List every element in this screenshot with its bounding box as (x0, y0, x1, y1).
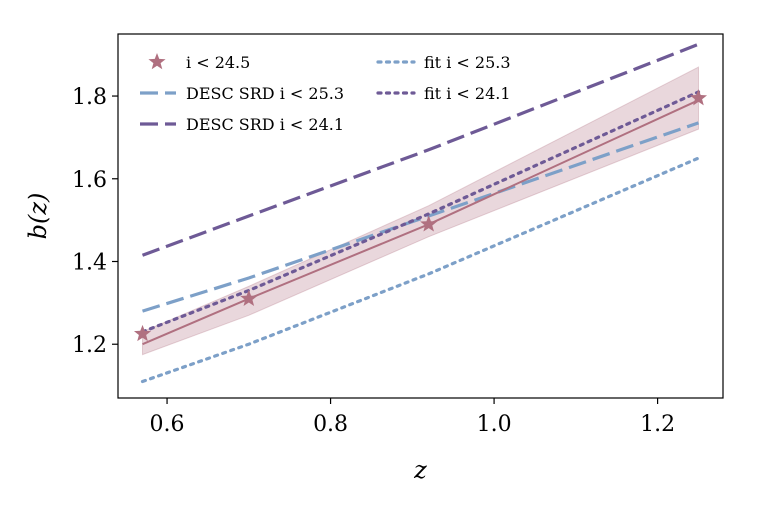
legend-label: DESC SRD i < 24.1 (186, 115, 344, 134)
plot-frame (117, 33, 724, 399)
legend-label: DESC SRD i < 25.3 (186, 84, 344, 103)
x-tick-label: 1.0 (477, 412, 512, 437)
legend: i < 24.5 DESC SRD i < 25.3 DESC SRD i < 24… (140, 53, 511, 134)
x-axis-label: z (413, 456, 427, 484)
y-tick-label: 1.8 (72, 85, 107, 110)
y-tick-label: 1.2 (72, 333, 107, 358)
legend-item-i-24-5: i < 24.5 (148, 53, 250, 72)
legend-label: fit i < 25.3 (424, 53, 511, 72)
legend-label: i < 24.5 (186, 53, 250, 72)
series-line-desc-srd-i-25-3 (142, 121, 700, 313)
axes: 0.6 0.8 1.0 1.2 1.2 1.4 1.6 1.8 z b(z) (24, 33, 724, 484)
y-tick-label: 1.4 (72, 251, 107, 276)
legend-item-desc-srd-i-24-1: DESC SRD i < 24.1 (140, 115, 344, 134)
x-tick-label: 0.6 (150, 412, 185, 437)
legend-label: fit i < 24.1 (424, 84, 511, 103)
series-line-fit-i-24-1 (140, 90, 701, 334)
x-tick-label: 0.8 (313, 412, 348, 437)
measured-point (240, 289, 258, 307)
series-line-desc-srd-i-24-1 (141, 42, 700, 257)
y-tick-label: 1.6 (72, 168, 107, 193)
legend-star-marker (148, 53, 166, 70)
measured-line (142, 99, 699, 346)
legend-item-fit-i-25-3: fit i < 25.3 (376, 53, 511, 72)
x-tick-label: 1.2 (640, 412, 675, 437)
legend-item-fit-i-24-1: fit i < 24.1 (376, 84, 511, 103)
plot-area (133, 42, 708, 384)
measured-point (133, 324, 152, 342)
series-line-fit-i-25-3 (140, 156, 701, 384)
legend-item-desc-srd-i-25-3: DESC SRD i < 25.3 (140, 84, 344, 103)
measured-point (420, 215, 438, 232)
y-axis-label: b(z) (24, 193, 52, 240)
measured-point (689, 89, 708, 106)
uncertainty-band (142, 66, 699, 356)
